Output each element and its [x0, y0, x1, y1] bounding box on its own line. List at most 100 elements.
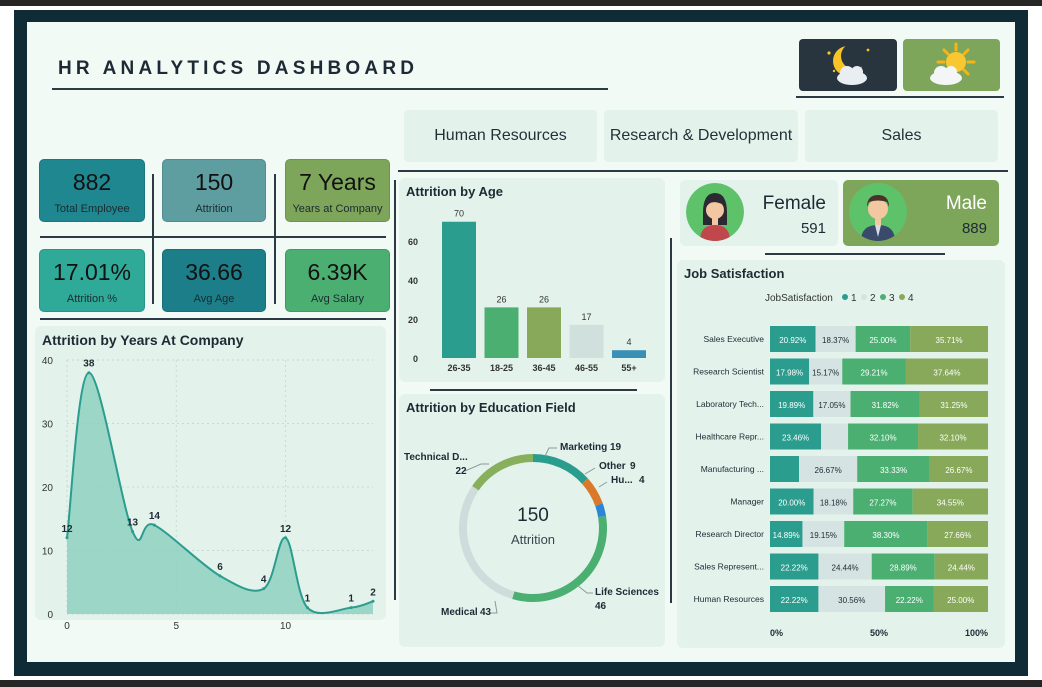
kpi-attrition-percent: 17.01% Attrition %: [39, 249, 145, 312]
stacked-bar-segment[interactable]: [770, 521, 803, 547]
slice-name-label: Medical: [441, 607, 478, 618]
light-theme-button[interactable]: [903, 39, 1000, 91]
segment-label: 20.92%: [779, 336, 806, 345]
stacked-bar-segment[interactable]: [799, 456, 858, 482]
stacked-bar-segment[interactable]: [842, 358, 906, 385]
segment-label: 34.55%: [937, 499, 964, 508]
stacked-bar-segment[interactable]: [770, 488, 814, 515]
donut-slice[interactable]: [459, 485, 515, 600]
stacked-bar-segment[interactable]: [927, 521, 988, 547]
stacked-bar-segment[interactable]: [933, 586, 989, 612]
segment-label: 32.10%: [939, 434, 966, 443]
age-bar[interactable]: [442, 221, 476, 358]
kpi-grid-vertical-left: [152, 174, 154, 304]
stacked-bar-segment[interactable]: [850, 391, 920, 417]
stacked-bar-segment[interactable]: [770, 358, 810, 385]
stacked-bar-segment[interactable]: [770, 553, 819, 580]
segment-label: 15.17%: [812, 369, 839, 378]
donut-slice[interactable]: [532, 454, 588, 484]
stacked-bar-segment[interactable]: [818, 586, 886, 612]
bottom-frame-bar: [0, 680, 1042, 687]
department-button-research-development[interactable]: Research & Development: [604, 110, 798, 162]
legend-label[interactable]: 1: [851, 293, 857, 304]
stacked-bar-segment[interactable]: [809, 358, 843, 385]
kpi-grid-vertical-right: [274, 174, 276, 304]
stacked-bar-segment[interactable]: [912, 488, 988, 515]
stacked-bar-segment[interactable]: [905, 358, 988, 385]
stacked-bar-segment[interactable]: [910, 326, 988, 352]
legend-label[interactable]: 4: [908, 293, 914, 304]
stacked-bar-segment[interactable]: [853, 488, 913, 515]
male-card: Male 889: [843, 180, 999, 246]
male-avatar-icon: [849, 183, 907, 241]
data-point[interactable]: [305, 606, 309, 610]
data-point[interactable]: [371, 599, 375, 603]
stacked-bar-segment[interactable]: [871, 553, 935, 580]
slice-name-label: Life Sciences: [595, 587, 659, 598]
stacked-bar-segment[interactable]: [813, 488, 854, 515]
stacked-bar-segment[interactable]: [857, 456, 930, 482]
kpi-value: 6.39K: [307, 259, 368, 285]
stacked-bar-segment[interactable]: [802, 521, 845, 547]
segment-label: 25.00%: [869, 336, 896, 345]
kpi-value: 17.01%: [52, 259, 131, 285]
stacked-bar-segment[interactable]: [844, 521, 928, 547]
stacked-bar-segment[interactable]: [821, 423, 849, 450]
data-point[interactable]: [87, 371, 91, 375]
leader-line: [584, 467, 596, 475]
top-frame-bar: [0, 0, 1042, 6]
stacked-bar-segment[interactable]: [770, 586, 819, 612]
stacked-bar-segment[interactable]: [934, 553, 988, 580]
section-divider-left: [394, 180, 396, 600]
data-point[interactable]: [349, 606, 353, 610]
segment-label: 31.25%: [940, 401, 967, 410]
data-point[interactable]: [218, 574, 222, 578]
segment-label: 28.89%: [890, 564, 917, 573]
data-point[interactable]: [65, 536, 69, 540]
stacked-bar-segment[interactable]: [770, 423, 822, 450]
data-point[interactable]: [284, 536, 288, 540]
age-bar[interactable]: [484, 307, 519, 358]
legend-label[interactable]: 2: [870, 293, 876, 304]
stacked-bar-segment[interactable]: [818, 553, 872, 580]
donut-slice[interactable]: [595, 503, 606, 518]
data-point[interactable]: [131, 529, 135, 533]
kpi-years-at-company: 7 Years Years at Company: [285, 159, 390, 222]
stacked-bar-segment[interactable]: [929, 456, 988, 482]
data-point[interactable]: [152, 523, 156, 527]
stacked-bar-segment[interactable]: [855, 326, 911, 352]
segment-label: 30.56%: [838, 596, 865, 605]
age-bar[interactable]: [612, 350, 646, 358]
gender-underline: [765, 253, 945, 255]
stacked-bar-segment[interactable]: [919, 391, 988, 417]
department-button-human-resources[interactable]: Human Resources: [404, 110, 597, 162]
kpi-label: Avg Age: [193, 293, 235, 305]
stacked-bar-segment[interactable]: [813, 391, 851, 417]
donut-slice[interactable]: [472, 454, 534, 491]
age-bar[interactable]: [569, 324, 604, 358]
stacked-bar-segment[interactable]: [885, 586, 934, 612]
kpi-value: 7 Years: [299, 169, 376, 195]
donut-slice[interactable]: [581, 478, 603, 507]
donut-slice[interactable]: [512, 515, 607, 602]
stacked-bar-segment[interactable]: [848, 423, 919, 450]
department-button-sales[interactable]: Sales: [805, 110, 998, 162]
stacked-bar-segment[interactable]: [770, 326, 816, 352]
slice-value-label: 4: [639, 475, 645, 486]
x-tick-label: 0%: [770, 628, 783, 638]
stacked-bar-segment[interactable]: [770, 456, 800, 482]
segment-label: 27.27%: [869, 499, 896, 508]
data-point[interactable]: [262, 587, 266, 591]
kpi-value: 36.66: [185, 259, 243, 285]
legend-marker: [899, 294, 905, 300]
stacked-bar-segment[interactable]: [770, 391, 814, 417]
stacked-bar-segment[interactable]: [918, 423, 988, 450]
dark-theme-button[interactable]: [799, 39, 897, 91]
legend-label[interactable]: 3: [889, 293, 895, 304]
category-label: 55+: [621, 363, 636, 373]
age-bar[interactable]: [527, 307, 561, 358]
legend-marker: [842, 294, 848, 300]
kpi-label: Years at Company: [292, 203, 383, 215]
bar-value-label: 26: [496, 294, 506, 304]
stacked-bar-segment[interactable]: [815, 326, 856, 352]
